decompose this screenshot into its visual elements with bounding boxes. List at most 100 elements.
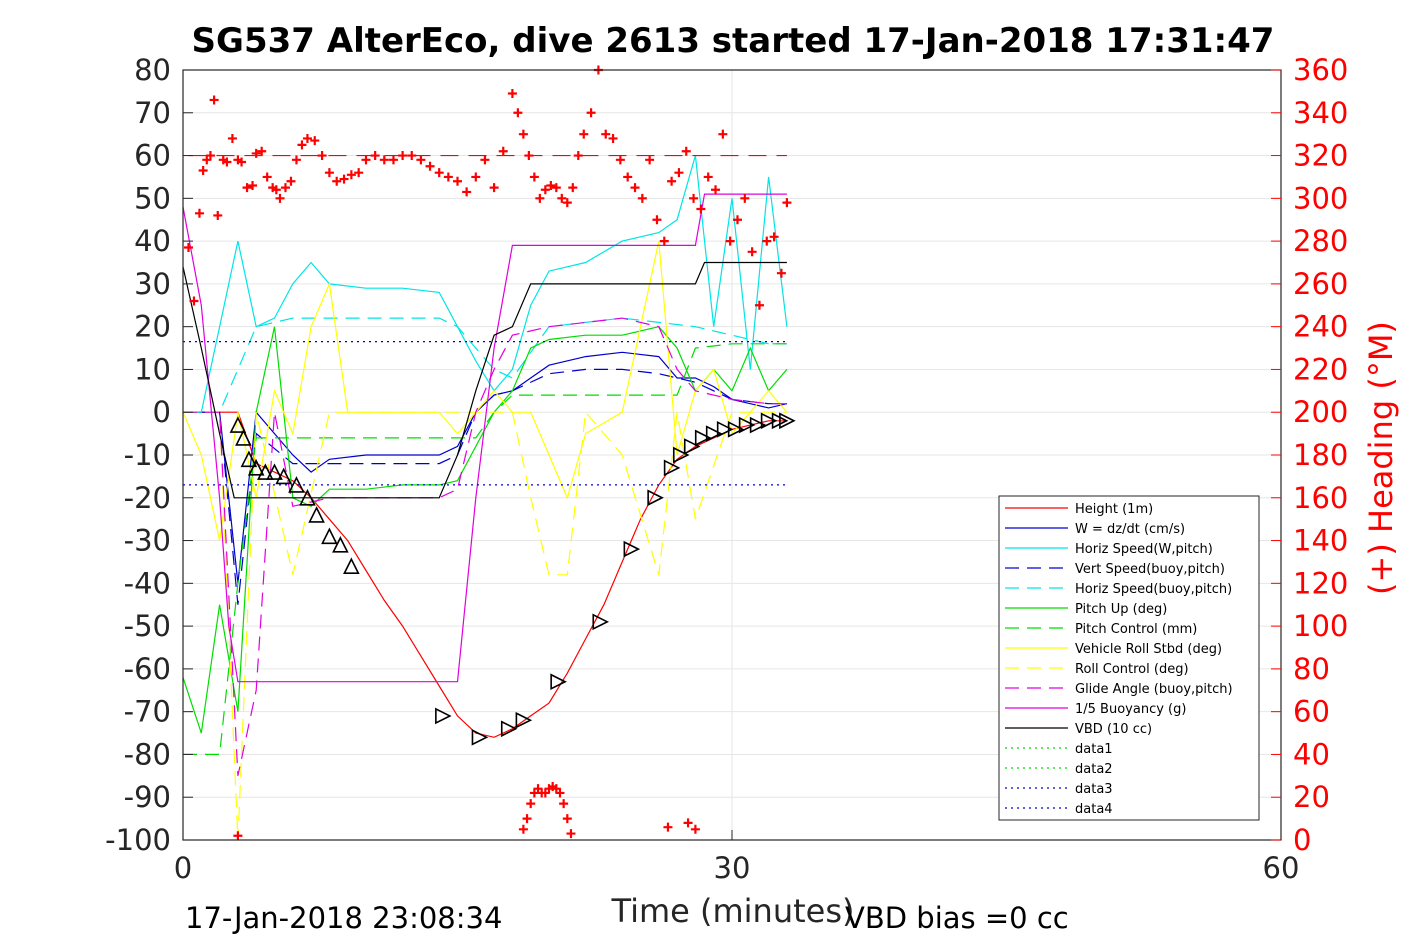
heading-point xyxy=(696,204,706,214)
heading-point xyxy=(346,170,356,180)
heading-point xyxy=(529,172,539,182)
heading-point xyxy=(222,157,232,167)
y-right-tick-label: 80 xyxy=(1293,652,1330,686)
heading-point xyxy=(425,161,435,171)
heading-point xyxy=(769,232,779,242)
dive-marker xyxy=(716,421,734,438)
footer-timestamp: 17-Jan-2018 23:08:34 xyxy=(185,901,502,935)
heading-point xyxy=(526,799,536,809)
y-right-tick-label: 140 xyxy=(1293,524,1348,558)
heading-point xyxy=(782,198,792,208)
y-right-tick-label: 220 xyxy=(1293,352,1348,386)
dive-marker xyxy=(550,673,567,691)
legend-entry: data3 xyxy=(1075,782,1113,797)
dive-marker xyxy=(240,450,258,468)
heading-point xyxy=(271,185,281,195)
heading-point xyxy=(453,176,462,186)
dive-marker xyxy=(760,412,778,430)
legend-entry: Horiz Speed(buoy,pitch) xyxy=(1075,582,1232,597)
heading-point xyxy=(586,108,596,118)
legend-entry: Height (1m) xyxy=(1075,502,1153,517)
dive-marker xyxy=(694,429,712,447)
dive-marker xyxy=(321,527,338,545)
heading-point xyxy=(690,824,700,834)
heading-point xyxy=(189,296,199,306)
heading-point xyxy=(302,133,312,143)
heading-point xyxy=(557,193,567,203)
legend-entry: W = dz/dt (cm/s) xyxy=(1075,522,1185,537)
heading-point xyxy=(652,215,662,225)
heading-point xyxy=(416,155,426,165)
heading-point xyxy=(546,181,556,190)
heading-point xyxy=(227,133,237,143)
heading-point xyxy=(579,129,589,139)
heading-point xyxy=(262,172,272,182)
heading-point xyxy=(251,148,261,158)
heading-point xyxy=(555,788,565,798)
y-tick-label: -90 xyxy=(124,780,171,814)
heading-point xyxy=(280,183,290,193)
y-tick-label: -30 xyxy=(124,524,171,558)
y-right-tick-label: 180 xyxy=(1293,438,1348,472)
y-tick-label: 70 xyxy=(134,96,171,130)
dive-marker xyxy=(235,429,252,446)
heading-point xyxy=(434,168,444,178)
heading-layer xyxy=(183,65,792,841)
legend-entry: data2 xyxy=(1075,762,1113,777)
heading-point xyxy=(297,140,307,150)
y-right-tick-label: 280 xyxy=(1293,224,1348,258)
dive-marker xyxy=(308,506,325,523)
dive-marker xyxy=(266,463,283,480)
dive-marker xyxy=(672,446,690,464)
heading-point xyxy=(194,208,204,218)
legend-entry: Vehicle Roll Stbd (deg) xyxy=(1075,642,1222,657)
heading-point xyxy=(637,193,647,203)
y-right-tick-label: 60 xyxy=(1293,695,1330,729)
chart-title: SG537 AlterEco, dive 2613 started 17-Jan… xyxy=(192,21,1275,61)
heading-point xyxy=(324,168,334,178)
heading-point xyxy=(740,193,750,203)
heading-point xyxy=(237,157,247,167)
y-right-tick-label: 300 xyxy=(1293,181,1348,215)
y-right-tick-label: 0 xyxy=(1293,823,1311,857)
heading-point xyxy=(513,108,523,118)
y-right-tick-label: 100 xyxy=(1293,609,1348,643)
series-line xyxy=(183,317,787,413)
y-right-tick-label: 260 xyxy=(1293,267,1348,301)
y-tick-label: -50 xyxy=(124,609,171,643)
heading-point xyxy=(286,176,296,186)
heading-point xyxy=(711,185,721,195)
y-tick-label: -10 xyxy=(124,438,171,472)
heading-point xyxy=(535,193,545,203)
legend-entry: data1 xyxy=(1075,742,1113,757)
y-right-tick-label: 200 xyxy=(1293,395,1348,429)
heading-point xyxy=(776,268,786,278)
heading-point xyxy=(507,89,517,99)
heading-point xyxy=(522,814,532,824)
heading-point xyxy=(498,146,508,156)
dive-marker xyxy=(288,476,305,493)
heading-point xyxy=(667,176,677,186)
heading-point xyxy=(568,183,578,193)
dive-marker xyxy=(738,416,756,434)
y-right-tick-label: 340 xyxy=(1293,96,1348,130)
y-tick-label: 40 xyxy=(134,224,171,258)
heading-point xyxy=(462,187,472,197)
heading-point xyxy=(310,136,320,146)
heading-point xyxy=(370,151,380,161)
y-right-tick-label: 320 xyxy=(1293,139,1348,173)
heading-point xyxy=(518,824,528,834)
heading-point xyxy=(659,236,669,246)
series-line xyxy=(182,240,788,541)
y-axis-right: 3603403203002802602402202001801601401201… xyxy=(1271,53,1348,857)
y-tick-label: -20 xyxy=(124,481,171,515)
heading-point xyxy=(551,183,561,193)
heading-point xyxy=(354,168,364,178)
heading-point xyxy=(361,155,371,165)
heading-point xyxy=(398,151,408,161)
heading-point xyxy=(681,146,691,156)
legend-entry: Vert Speed(buoy,pitch) xyxy=(1075,562,1225,577)
heading-point xyxy=(559,799,569,809)
dive-marker xyxy=(500,720,518,738)
